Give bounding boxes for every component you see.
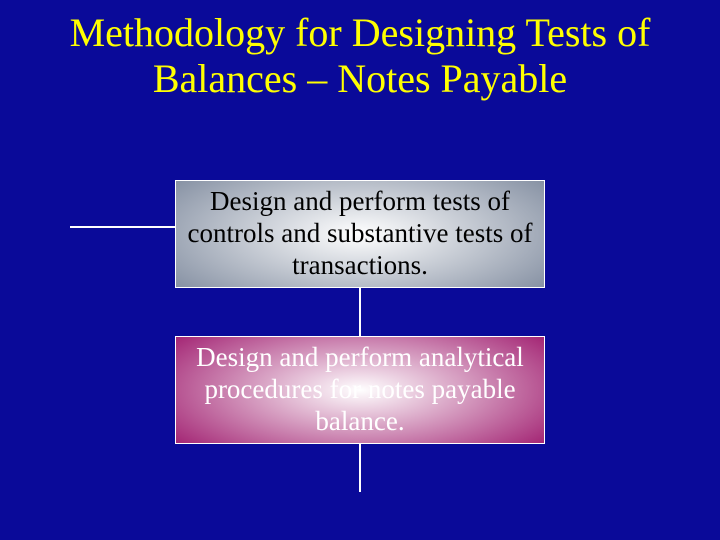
connector-box2-down (359, 444, 361, 492)
step-box-1-text: Design and perform tests of controls and… (188, 186, 533, 280)
slide-title-text: Methodology for Designing Tests of Balan… (70, 10, 651, 101)
step-box-analytical-procedures: Design and perform analytical procedures… (175, 336, 545, 444)
connector-box1-to-box2 (359, 288, 361, 336)
slide: Methodology for Designing Tests of Balan… (0, 0, 720, 540)
step-box-tests-of-controls: Design and perform tests of controls and… (175, 180, 545, 288)
step-box-2-text: Design and perform analytical procedures… (196, 342, 524, 436)
slide-title: Methodology for Designing Tests of Balan… (0, 10, 720, 102)
connector-left-horizontal (70, 226, 175, 228)
